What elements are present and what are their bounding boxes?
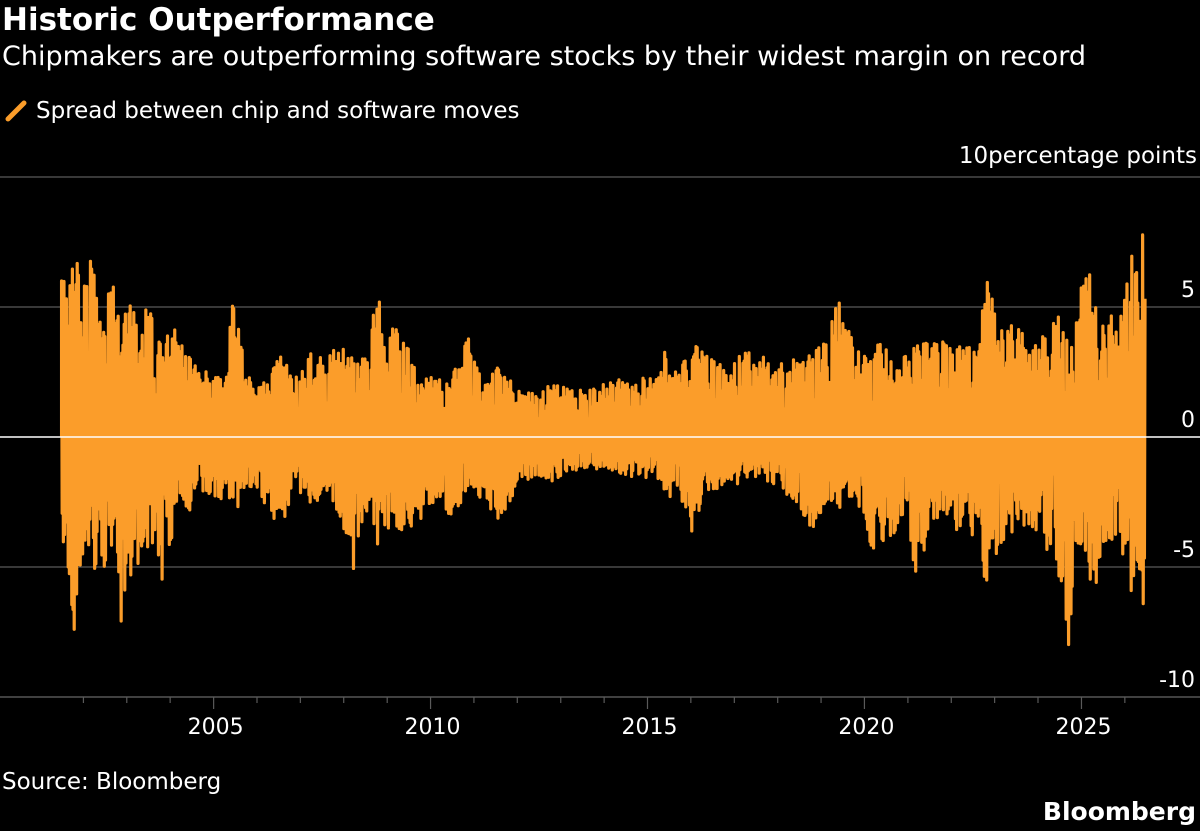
chart-subtitle: Chipmakers are outperforming software st… (2, 41, 1086, 72)
y-tick-label: -5 (1173, 538, 1195, 563)
x-tick-label: 2020 (838, 715, 894, 740)
x-tick-label: 2025 (1055, 715, 1111, 740)
legend: Spread between chip and software moves (4, 98, 519, 124)
x-tick-label: 2015 (621, 715, 677, 740)
series-spread-line (59, 233, 1147, 647)
x-tick-label: 2010 (405, 715, 461, 740)
legend-label: Spread between chip and software moves (36, 98, 520, 124)
y-tick-label: 0 (1181, 408, 1195, 433)
source-note: Source: Bloomberg (2, 769, 222, 795)
x-tick-label: 2005 (188, 715, 244, 740)
y-axis-unit-label: 10percentage points (958, 143, 1197, 169)
legend-swatch-icon (5, 100, 27, 122)
y-tick-label: 5 (1181, 278, 1195, 303)
bloomberg-logo: Bloomberg (1042, 797, 1196, 826)
chart-title: Historic Outperformance (2, 2, 435, 38)
y-tick-label: -10 (1159, 668, 1195, 693)
